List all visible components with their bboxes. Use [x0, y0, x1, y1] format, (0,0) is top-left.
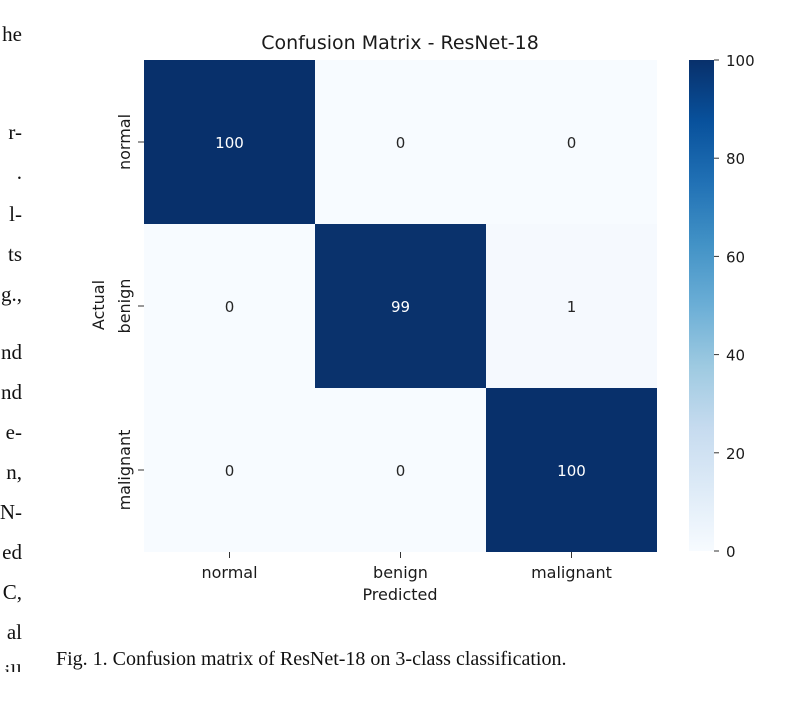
heatmap-cell	[315, 388, 486, 552]
body-text-fragment: e-	[5, 420, 22, 444]
body-text-fragment: g.,	[1, 282, 22, 306]
body-text-column: he r-. l-ts g., nd nd e-n, N-ed C, al ill	[0, 22, 22, 672]
body-text-fragment: l-	[9, 202, 22, 226]
chart-title: Confusion Matrix - ResNet-18	[261, 32, 539, 54]
cell-value-label: 0	[396, 462, 406, 480]
heatmap-cell	[144, 224, 315, 388]
colorbar-tick-label: 60	[726, 248, 745, 266]
body-text-fragment: r-	[8, 120, 22, 144]
cell-value-label: 99	[391, 298, 410, 316]
cell-value-label: 0	[225, 298, 235, 316]
body-text-fragment: n,	[6, 460, 22, 484]
colorbar-tick-label: 80	[726, 150, 745, 168]
body-text-fragment: he	[2, 22, 22, 46]
body-text-fragment: ts	[7, 242, 22, 266]
heatmap-cell	[315, 60, 486, 224]
body-text-fragment: .	[16, 160, 22, 184]
confusion-matrix-chart: Confusion Matrix - ResNet-18 100 0 00 99 10 0…	[89, 32, 755, 604]
cell-value-label: 1	[567, 298, 577, 316]
cell-value-label: 0	[396, 134, 406, 152]
colorbar	[689, 60, 714, 551]
body-text-fragment: C,	[2, 580, 22, 604]
body-text-fragment: al	[6, 620, 22, 644]
cell-value-label: 100	[215, 134, 244, 152]
body-text-fragment: ed	[2, 540, 22, 564]
heatmap-cell	[486, 60, 657, 224]
body-text-fragment: ill	[4, 660, 22, 672]
colorbar-tick-label: 0	[726, 543, 736, 561]
y-tick-label: normal	[115, 114, 134, 170]
colorbar-tick-label: 100	[726, 52, 755, 70]
heatmap-cell	[144, 388, 315, 552]
y-axis-label: Actual	[89, 280, 108, 330]
figure-caption: Fig. 1. Confusion matrix of ResNet-18 on…	[56, 648, 567, 670]
heatmap-cell	[486, 224, 657, 388]
colorbar-tick-label: 20	[726, 445, 745, 463]
cell-value-label: 100	[557, 462, 586, 480]
x-axis-label: Predicted	[362, 585, 437, 604]
cell-value-label: 0	[567, 134, 577, 152]
heatmap-cell	[486, 388, 657, 552]
body-text-fragment: N-	[0, 500, 22, 524]
y-tick-label: malignant	[115, 430, 134, 511]
x-tick-label: normal	[201, 563, 257, 582]
heatmap-cell	[144, 60, 315, 224]
cell-value-label: 0	[225, 462, 235, 480]
x-tick-label: malignant	[531, 563, 612, 582]
body-text-fragment: nd	[1, 340, 22, 364]
x-tick-label: benign	[373, 563, 428, 582]
body-text-fragment: nd	[1, 380, 22, 404]
y-tick-label: benign	[115, 279, 134, 334]
heatmap-cell	[315, 224, 486, 388]
colorbar-tick-label: 40	[726, 347, 745, 365]
